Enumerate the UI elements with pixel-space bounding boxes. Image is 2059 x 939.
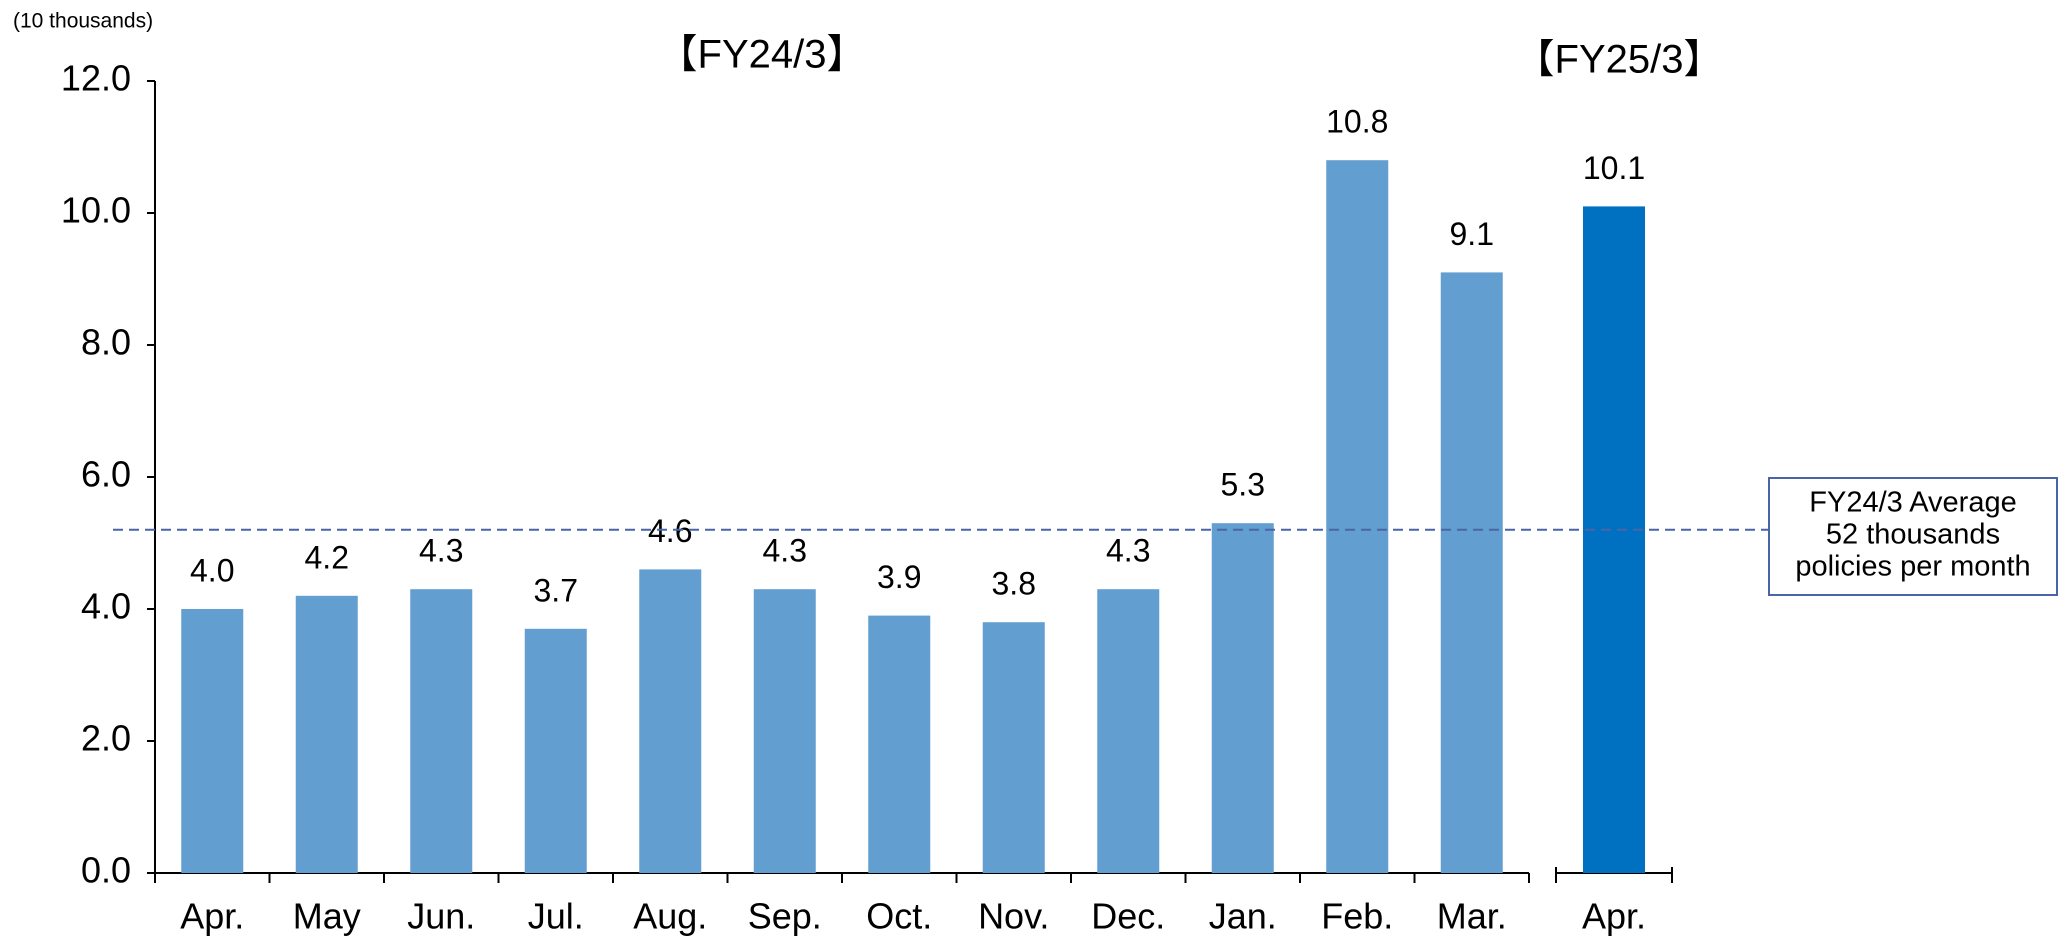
x-tick-label: Mar. — [1437, 896, 1507, 937]
x-tick-label: Jul. — [528, 896, 584, 937]
bar — [639, 569, 702, 873]
annotation-box — [1768, 477, 2058, 596]
value-label: 10.1 — [1583, 150, 1645, 186]
x-tick-label: Jun. — [407, 896, 475, 937]
value-label: 10.8 — [1326, 104, 1388, 140]
x-tick-label: Apr. — [180, 896, 244, 937]
bar — [868, 615, 931, 873]
y-tick-label: 8.0 — [81, 322, 131, 363]
value-label: 3.8 — [992, 566, 1036, 602]
x-tick-label: Sep. — [748, 896, 822, 937]
value-label: 5.3 — [1221, 467, 1265, 503]
bar — [1583, 206, 1645, 873]
value-label: 4.3 — [419, 533, 463, 569]
unit-label: (10 thousands) — [13, 10, 153, 33]
x-tick-label: Aug. — [633, 896, 707, 937]
y-tick-label: 12.0 — [61, 58, 131, 99]
y-tick-label: 6.0 — [81, 454, 131, 495]
annotation-line: 52 thousands — [1826, 519, 2000, 551]
group-label: 【FY25/3】 — [1515, 38, 1724, 82]
x-tick-label: Nov. — [978, 896, 1049, 937]
bar — [181, 609, 244, 873]
bar — [982, 622, 1045, 873]
bar — [295, 595, 358, 873]
y-tick-label: 10.0 — [61, 190, 131, 231]
annotation-line: policies per month — [1795, 551, 2030, 583]
value-label: 3.7 — [534, 572, 578, 608]
value-label: 4.6 — [648, 513, 692, 549]
bar — [1097, 589, 1160, 873]
bar — [1326, 160, 1389, 873]
value-label: 3.9 — [877, 559, 921, 595]
bar — [753, 589, 816, 873]
y-tick-label: 2.0 — [81, 718, 131, 759]
x-tick-label: Feb. — [1321, 896, 1393, 937]
x-tick-label: Apr. — [1582, 896, 1646, 937]
x-tick-label: Dec. — [1091, 896, 1165, 937]
bar — [1211, 523, 1274, 873]
value-label: 4.3 — [763, 533, 807, 569]
value-label: 4.3 — [1106, 533, 1150, 569]
group-label: 【FY24/3】 — [658, 33, 867, 77]
annotation-line: FY24/3 Average — [1809, 487, 2016, 519]
value-label: 4.2 — [305, 539, 349, 575]
x-tick-label: Jan. — [1209, 896, 1277, 937]
bar — [410, 589, 473, 873]
x-tick-label: May — [293, 896, 361, 937]
bar — [524, 628, 587, 873]
bar — [1440, 272, 1503, 873]
y-tick-label: 4.0 — [81, 586, 131, 627]
x-tick-label: Oct. — [866, 896, 932, 937]
value-label: 9.1 — [1450, 216, 1494, 252]
value-label: 4.0 — [190, 552, 234, 588]
y-tick-label: 0.0 — [81, 850, 131, 891]
